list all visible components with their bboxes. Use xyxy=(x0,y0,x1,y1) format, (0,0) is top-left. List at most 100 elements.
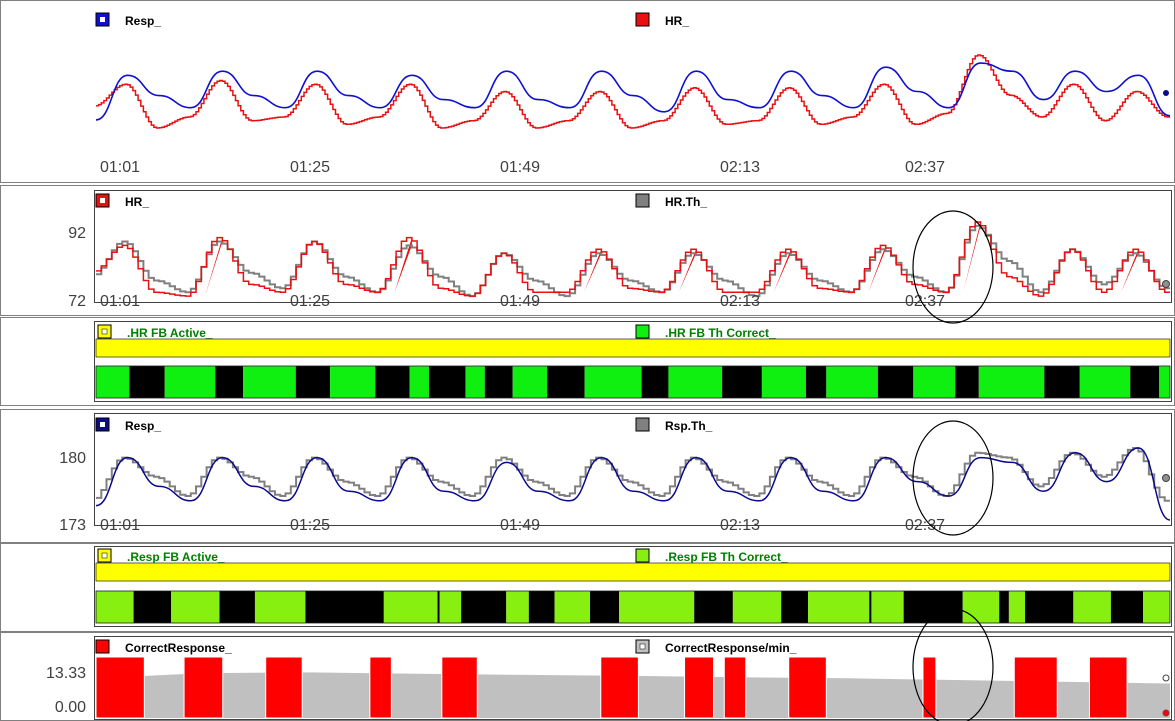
resp-panel-plot xyxy=(94,413,1172,526)
resp-fb-correct-segment xyxy=(554,591,591,623)
x-tick-label: 01:25 xyxy=(290,293,330,310)
hr-fb-panel-plot xyxy=(94,321,1172,402)
x-tick-label: 01:49 xyxy=(500,517,540,534)
legend-swatch-hr-inner xyxy=(100,198,105,203)
overview-panel-frame xyxy=(0,0,1175,183)
hr-fb-correct-segment xyxy=(826,366,878,398)
hr-fb-correct-frame xyxy=(95,365,1171,399)
legend-label: Resp_ xyxy=(125,14,161,28)
hr-fb-correct-segment xyxy=(295,366,331,398)
resp-fb-correct-segment xyxy=(781,591,809,623)
correct-response-bar xyxy=(441,656,478,719)
hr-fb-correct-segment xyxy=(409,366,429,398)
hr-above-threshold-fill xyxy=(678,249,697,293)
legend-swatch-resp-correct xyxy=(635,548,650,563)
resp-fb-correct-segment xyxy=(96,591,134,623)
hr-fb-correct-segment xyxy=(243,366,296,398)
legend-label: .Resp FB Active_ xyxy=(127,550,225,564)
legend-label: HR_ xyxy=(125,195,149,209)
hr-fb-correct-segment xyxy=(722,366,762,398)
hr-fb-correct-segment xyxy=(978,366,1045,398)
resp-fb-correct-segment xyxy=(506,591,529,623)
resp-fb-correct-segment xyxy=(869,591,872,623)
resp-fb-correct-segment xyxy=(461,591,507,623)
x-tick-label: 01:49 xyxy=(500,159,540,176)
resp-fb-plot xyxy=(95,562,1171,624)
resp-legend: Resp_ Rsp.Th_ xyxy=(95,417,713,433)
hr-fb-correct-segment xyxy=(512,366,548,398)
x-tick-label: 01:01 xyxy=(100,159,140,176)
hr-above-threshold-fill xyxy=(584,249,602,293)
resp-fb-correct-segment xyxy=(619,591,695,623)
hr-fb-correct-segment xyxy=(877,366,914,398)
legend-label: CorrectResponse/min_ xyxy=(665,641,797,655)
correct-response-bar xyxy=(723,656,747,719)
resp-fb-correct-segment xyxy=(1025,591,1074,623)
resp-fb-correct-segment xyxy=(808,591,870,623)
hr-plot: 01:01 01:25 01:49 02:13 02:37 xyxy=(96,221,1170,310)
correct-response-end-marker xyxy=(1162,709,1170,717)
y-tick-label: 13.33 xyxy=(46,665,86,682)
hr-fb-correct-segment xyxy=(805,366,827,398)
resp-fb-correct-segment xyxy=(999,591,1009,623)
x-tick-label: 01:25 xyxy=(290,517,330,534)
resp-fb-correct-segment xyxy=(1110,591,1144,623)
hr-fb-legend: .HR FB Active_ .HR FB Th Correct_ xyxy=(97,324,776,340)
hr-fb-correct-segment xyxy=(584,366,642,398)
resp-fb-correct-segment xyxy=(133,591,172,623)
resp-fb-correct-frame xyxy=(95,590,1171,624)
correct-response-bar xyxy=(1088,656,1128,719)
legend-label: .Resp FB Th Correct_ xyxy=(665,550,788,564)
legend-label: .HR FB Active_ xyxy=(127,326,213,340)
overview-panel xyxy=(0,0,1175,183)
legend-swatch-resp-active-inner xyxy=(101,552,108,559)
correct-response-bar xyxy=(600,656,639,719)
hr-fb-correct-segment xyxy=(913,366,956,398)
hr-fb-correct-segment xyxy=(215,366,244,398)
annotation-layer xyxy=(912,210,994,721)
resp-end-marker xyxy=(1162,474,1170,482)
x-tick-label: 02:13 xyxy=(720,293,760,310)
resp-threshold-line xyxy=(96,447,1170,502)
hr-fb-correct-segment xyxy=(1130,366,1160,398)
resp-fb-correct-segment xyxy=(732,591,782,623)
resp-fb-correct-segment xyxy=(1073,591,1111,623)
hr-fb-correct-segment xyxy=(96,366,130,398)
resp-fb-correct-segment xyxy=(254,591,306,623)
hr-fb-correct-segment xyxy=(375,366,410,398)
resp-fb-active-bar xyxy=(95,562,1171,582)
hr-panel-plot xyxy=(94,190,1172,303)
legend-label: HR_ xyxy=(665,14,689,28)
y-tick-label: 180 xyxy=(59,450,86,467)
hr-fb-correct-segment xyxy=(1159,366,1170,398)
legend-swatch-resp-inner xyxy=(100,422,105,427)
legend-swatch-hr-correct xyxy=(635,324,650,339)
correct-response-bar xyxy=(922,656,937,719)
resp-fb-correct-segment xyxy=(437,591,440,623)
x-tick-label: 01:25 xyxy=(290,159,330,176)
hr-above-threshold-fill xyxy=(868,245,886,293)
correct-response-bar xyxy=(95,656,145,719)
resp-fb-correct-segment xyxy=(962,591,1000,623)
hr-fb-correct-segment xyxy=(330,366,376,398)
correct-rate-end-marker xyxy=(1162,674,1170,682)
y-tick-label: 72 xyxy=(68,293,86,310)
y-tick-label: 173 xyxy=(59,517,86,534)
legend-label: CorrectResponse_ xyxy=(125,641,232,655)
correct-response-bar xyxy=(788,656,827,719)
resp-end-marker xyxy=(1163,90,1169,96)
legend-swatch-correct-response xyxy=(95,639,110,654)
annotation-circle-resp xyxy=(912,420,994,536)
hr-fb-correct-segment xyxy=(547,366,585,398)
hr-fb-correct-segment xyxy=(465,366,485,398)
annotation-circle-hr xyxy=(912,210,994,324)
correct-response-bar xyxy=(1013,656,1058,719)
hr-fb-correct-segment xyxy=(761,366,806,398)
legend-swatch-hr-threshold xyxy=(635,193,650,208)
hr-fb-correct-segment xyxy=(484,366,513,398)
resp-fb-correct-segment xyxy=(528,591,555,623)
hr-fb-correct-segment xyxy=(428,366,466,398)
correct-response-bar xyxy=(369,656,392,719)
hr-fb-plot xyxy=(95,338,1171,399)
